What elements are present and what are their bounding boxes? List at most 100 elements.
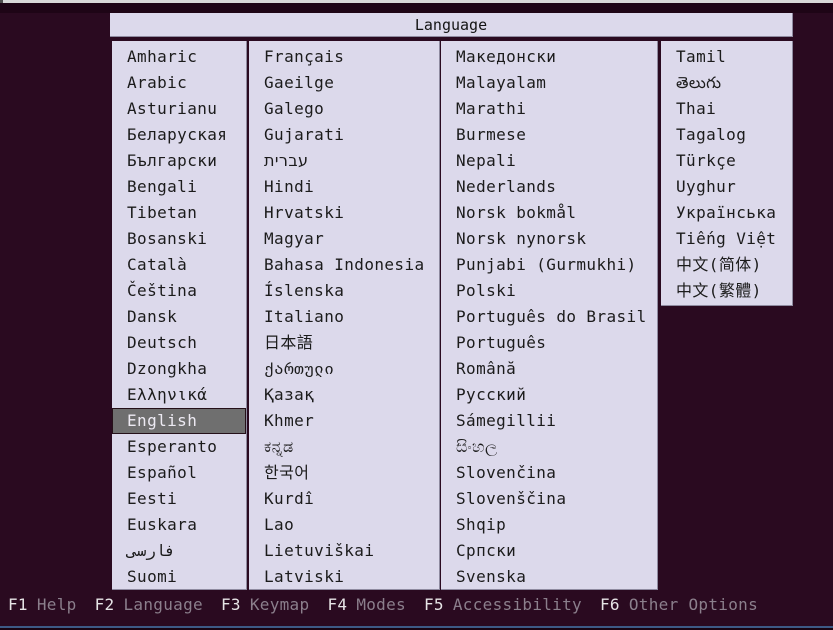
language-option[interactable]: Suomi bbox=[127, 567, 178, 586]
language-option[interactable]: Nepali bbox=[456, 151, 517, 170]
language-option[interactable]: Українська bbox=[676, 203, 777, 222]
language-option[interactable]: Türkçe bbox=[676, 151, 737, 170]
language-option[interactable]: فارسی bbox=[127, 541, 176, 560]
language-option[interactable]: Sámegillii bbox=[456, 411, 557, 430]
language-option[interactable]: Magyar bbox=[264, 229, 325, 248]
language-option[interactable]: Tamil bbox=[676, 47, 727, 66]
language-option-selected[interactable]: English bbox=[112, 408, 246, 434]
language-option[interactable]: Punjabi (Gurmukhi) bbox=[456, 255, 637, 274]
language-option[interactable]: Íslenska bbox=[264, 281, 345, 300]
fkey-language[interactable]: F2 Language bbox=[94, 595, 203, 614]
language-option[interactable]: Malayalam bbox=[456, 73, 547, 92]
language-option[interactable]: Română bbox=[456, 359, 517, 378]
fkey-modes[interactable]: F4 Modes bbox=[327, 595, 406, 614]
language-option[interactable]: Español bbox=[127, 463, 198, 482]
language-option[interactable]: ಕನ್ನಡ bbox=[264, 437, 294, 456]
language-option[interactable]: Thai bbox=[676, 99, 717, 118]
language-column-1: Amharic Arabic Asturianu Беларуская Българск… bbox=[112, 41, 247, 590]
language-option[interactable]: Asturianu bbox=[127, 99, 218, 118]
function-key-bar: F1 Help F2 Language F3 Keymap F4 Modes F5 Acc… bbox=[8, 595, 759, 614]
language-option[interactable]: 한국어 bbox=[264, 463, 310, 482]
language-option[interactable]: Bahasa Indonesia bbox=[264, 255, 425, 274]
language-option[interactable]: Slovenščina bbox=[456, 489, 567, 508]
language-option[interactable]: Bosanski bbox=[127, 229, 208, 248]
language-option[interactable]: Dansk bbox=[127, 307, 178, 326]
language-option[interactable]: Nederlands bbox=[456, 177, 557, 196]
language-option[interactable]: Marathi bbox=[456, 99, 527, 118]
fkey-label: F5 bbox=[423, 595, 444, 614]
bottom-accent-line bbox=[0, 626, 833, 628]
language-option[interactable]: Burmese bbox=[456, 125, 527, 144]
language-option[interactable]: Қазақ bbox=[264, 385, 315, 404]
language-option[interactable]: Latviski bbox=[264, 567, 345, 586]
top-corner-mark bbox=[0, 0, 3, 3]
language-option[interactable]: Hrvatski bbox=[264, 203, 345, 222]
fkey-action: Modes bbox=[356, 595, 406, 614]
top-strip bbox=[0, 0, 833, 3]
fkey-action: Keymap bbox=[249, 595, 310, 614]
language-option[interactable]: Ελληνικά bbox=[127, 385, 208, 404]
fkey-accessibility[interactable]: F5 Accessibility bbox=[423, 595, 582, 614]
language-option[interactable]: Беларуская bbox=[127, 125, 228, 144]
language-option[interactable]: Tiếng Việt bbox=[676, 229, 777, 248]
language-option[interactable]: Khmer bbox=[264, 411, 315, 430]
language-option[interactable]: 中文(简体) bbox=[676, 255, 762, 274]
language-option[interactable]: Македонски bbox=[456, 47, 557, 66]
fkey-action: Other Options bbox=[628, 595, 759, 614]
language-option[interactable]: Dzongkha bbox=[127, 359, 208, 378]
language-option[interactable]: Norsk bokmål bbox=[456, 203, 577, 222]
language-option[interactable]: සිංහල bbox=[456, 437, 498, 456]
fkey-label: F6 bbox=[600, 595, 620, 614]
language-option[interactable]: Gaeilge bbox=[264, 73, 335, 92]
language-option[interactable]: Lietuviškai bbox=[264, 541, 375, 560]
language-column-4: Tamil తెలుగు Thai Tagalog Türkçe Uyghur Україн… bbox=[661, 41, 793, 306]
language-option[interactable]: Italiano bbox=[264, 307, 345, 326]
fkey-other-options[interactable]: F6 Other Options bbox=[600, 595, 759, 614]
language-option[interactable]: ქართული bbox=[264, 359, 335, 378]
language-option[interactable]: Polski bbox=[456, 281, 517, 300]
language-option[interactable]: Slovenčina bbox=[456, 463, 557, 482]
language-option[interactable]: తెలుగు bbox=[676, 73, 722, 92]
language-option[interactable]: Русский bbox=[456, 385, 527, 404]
language-option[interactable]: Galego bbox=[264, 99, 325, 118]
language-option[interactable]: Português bbox=[456, 333, 547, 352]
language-option[interactable]: Български bbox=[127, 151, 218, 170]
language-menu-title: Language bbox=[110, 13, 793, 37]
language-option[interactable]: Deutsch bbox=[127, 333, 198, 352]
language-option[interactable]: Hindi bbox=[264, 177, 315, 196]
language-option[interactable]: Amharic bbox=[127, 47, 198, 66]
fkey-label: F2 bbox=[94, 595, 115, 614]
language-option[interactable]: עברית bbox=[264, 151, 309, 170]
fkey-keymap[interactable]: F3 Keymap bbox=[221, 595, 310, 614]
language-option[interactable]: Čeština bbox=[127, 281, 198, 300]
language-option[interactable]: Português do Brasil bbox=[456, 307, 647, 326]
language-column-3: Македонски Malayalam Marathi Burmese Nepali N… bbox=[441, 41, 658, 590]
top-band bbox=[0, 3, 833, 13]
bottom-edge bbox=[0, 628, 833, 630]
language-option[interactable]: Norsk nynorsk bbox=[456, 229, 587, 248]
language-option[interactable]: Kurdî bbox=[264, 489, 315, 508]
language-option[interactable]: Lao bbox=[264, 515, 295, 534]
language-option[interactable]: Català bbox=[127, 255, 188, 274]
language-option[interactable]: Esperanto bbox=[127, 437, 218, 456]
language-option[interactable]: Svenska bbox=[456, 567, 527, 586]
fkey-label: F4 bbox=[327, 595, 348, 614]
fkey-help[interactable]: F1 Help bbox=[8, 595, 77, 614]
language-option[interactable]: Uyghur bbox=[676, 177, 737, 196]
language-option[interactable]: Tagalog bbox=[676, 125, 747, 144]
fkey-label: F1 bbox=[8, 595, 28, 614]
fkey-action: Help bbox=[36, 595, 77, 614]
language-option[interactable]: Français bbox=[264, 47, 345, 66]
language-option[interactable]: Tibetan bbox=[127, 203, 198, 222]
language-option[interactable]: Euskara bbox=[127, 515, 198, 534]
language-column-2: Français Gaeilge Galego Gujarati עברית Hindi H… bbox=[249, 41, 440, 590]
language-option[interactable]: Eesti bbox=[127, 489, 178, 508]
language-option[interactable]: Bengali bbox=[127, 177, 198, 196]
language-option[interactable]: Српски bbox=[456, 541, 517, 560]
language-option[interactable]: Arabic bbox=[127, 73, 188, 92]
language-option[interactable]: 中文(繁體) bbox=[676, 281, 762, 300]
language-option[interactable]: 日本語 bbox=[264, 333, 314, 352]
language-option[interactable]: Shqip bbox=[456, 515, 507, 534]
fkey-action: Accessibility bbox=[452, 595, 582, 614]
language-option[interactable]: Gujarati bbox=[264, 125, 345, 144]
